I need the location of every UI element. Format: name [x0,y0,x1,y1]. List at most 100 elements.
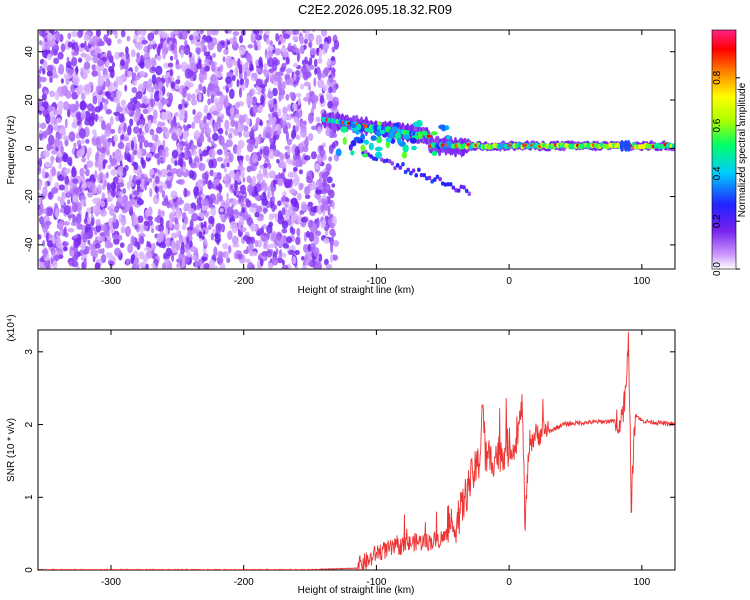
spectrogram-image [38,30,675,269]
spectrogram-cell [39,122,47,130]
spectrogram-cell [135,57,141,64]
spectrogram-cell [184,247,189,254]
spectrogram-cell [214,228,221,234]
spectrogram-cell [174,240,181,251]
spectrogram-cell [117,196,123,203]
spectrogram-cell [317,126,322,135]
spectrogram-cell [159,230,165,242]
spectrogram-cell [209,36,213,43]
snr-x-label: Height of straight line (km) [298,585,415,596]
spectrogram-cell [261,197,269,206]
spectrogram-cell [208,261,215,269]
spectrogram-cell [184,130,190,137]
spectrogram-cell [253,40,257,51]
spectrogram-cell [277,80,282,91]
spectrogram-cell [310,185,315,191]
spectrogram-cell [329,77,334,83]
spectrogram-cell [233,251,238,260]
spectrogram-cell [158,101,163,111]
spectrogram-cell [92,95,98,105]
spectrogram-cell [192,108,196,115]
spectrogram-cell [144,255,149,263]
spectrogram-cell [136,241,141,250]
spectrogram-cell [172,126,176,134]
spectrogram-cell [286,236,293,244]
spectrogram-cell [322,41,330,51]
spectrogram-cell [231,60,237,66]
spectrogram-cell [251,264,255,269]
spectrogram-cell [204,177,208,185]
spectrogram-cell [157,158,161,166]
spectrogram-cell [260,94,265,105]
spectrogram-cell [374,151,383,159]
spectrogram-cell [39,65,44,72]
spectrogram-cell [105,78,111,88]
spectrogram-cell [364,139,369,145]
snr-y-tick-label: 2 [24,421,35,427]
spectrogram-cell [350,123,357,129]
spectrogram-cell [81,138,85,145]
spectrogram-cell [292,207,298,212]
spectrogram-cell [140,223,144,235]
spectrogram-cell [333,101,339,107]
spectrogram-cell [323,183,331,193]
spectrogram-cell [127,70,133,77]
spectrogram-cell [120,134,125,140]
spectrogram-cell [48,134,55,146]
spectrogram-cell [105,108,112,115]
spectrogram-cell [104,91,110,97]
spectrogram-cell [185,143,190,154]
spectrogram-cell [671,143,675,149]
spectrogram-cell [326,94,334,101]
spectrogram-cell [138,233,146,238]
spectrogram-cell [303,38,309,45]
spectrogram-cell [99,101,104,111]
spectrogram-cell [176,168,184,178]
spectrogram-cell [226,57,233,69]
spectrogram-cell [95,64,101,72]
spectrogram-cell [165,247,173,257]
spectrogram-cell [217,127,224,135]
spectrogram-cell [200,44,204,51]
spectrogram-cell [139,235,145,245]
spectrogram-cell [251,72,255,79]
spectrogram-cell [142,108,149,115]
spectrogram-cell [379,129,386,135]
spectrogram-cell [191,98,198,106]
spectrogram-cell [284,73,291,81]
spectrogram-cell [331,85,337,94]
spectrogram-cell [58,63,65,75]
spectrogram-cell [282,191,287,197]
spectrogram-cell [151,262,156,269]
spectrogram-cell [259,30,264,35]
spectrogram-cell [290,197,298,207]
spectrogram-cell [120,30,126,38]
spectrogram-cell [134,75,141,81]
spectrogram-cell [69,103,77,114]
spectrogram-cell [330,56,336,62]
spectrogram-cell [104,129,111,138]
spectrogram-cell [212,110,219,116]
spectrogram-cell [431,150,438,156]
spectrogram-cell [112,213,117,224]
spectrogram-cell [80,92,86,101]
spectrogram-cell [48,191,52,200]
spectrogram-cell [83,61,91,70]
spectrogram-cell [81,156,86,163]
spectrogram-cell [316,217,320,229]
spectrogram-cell [292,62,299,68]
spectrogram-cell [319,95,325,104]
spectrogram-cell [246,200,252,208]
spectrogram-cell [170,190,178,199]
spectrogram-cell [229,106,235,116]
snr-y-tick-label: 0 [24,567,35,573]
spectrogram-cell [327,100,333,109]
spectrogram-cell [446,140,452,148]
spectrogram-cell [257,228,264,235]
spectrogram-cell [302,30,306,34]
spectrogram-cell [95,137,101,147]
spectrogram-cell [144,45,148,53]
spectrogram-cell [66,56,70,63]
spectrogram-cell [134,109,141,119]
spectrogram-cell [195,88,200,95]
